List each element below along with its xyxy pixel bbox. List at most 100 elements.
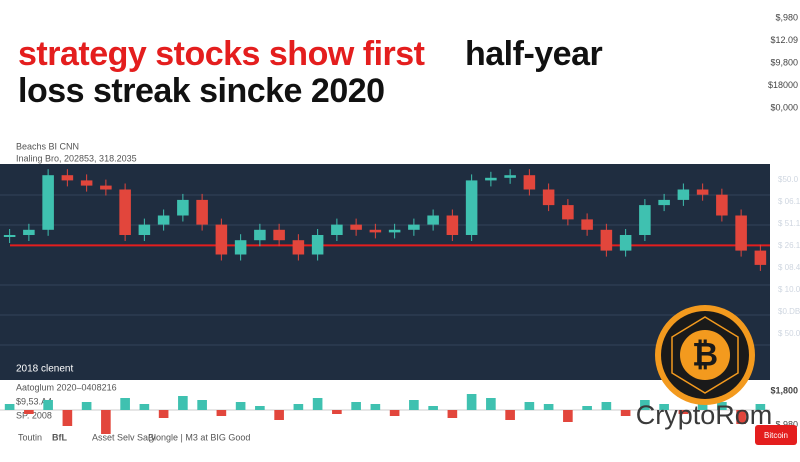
candle <box>658 199 670 206</box>
volume-bar <box>24 410 34 414</box>
volume-bar <box>428 406 438 410</box>
volume-bar <box>197 400 207 410</box>
volume-bar <box>543 404 554 410</box>
volume-bar <box>601 402 612 410</box>
panel-axis-label: $ 10.0 <box>778 285 800 294</box>
volume-label: Aatoglum 2020–0408216 <box>16 382 117 392</box>
headline-black: half-year <box>465 35 602 73</box>
volume-bar <box>466 394 477 410</box>
candle <box>177 199 189 216</box>
volume-bar <box>755 404 766 410</box>
button-label[interactable]: Bitcoin <box>764 431 788 440</box>
candle <box>42 175 54 230</box>
svg-text:₿: ₿ <box>692 336 718 372</box>
candle <box>254 229 266 241</box>
volume-bar <box>505 410 515 420</box>
volume-bar <box>139 404 150 410</box>
candle <box>234 240 247 255</box>
volume-bar <box>563 410 573 422</box>
candle <box>600 229 613 251</box>
volume-bar <box>274 410 284 420</box>
candle <box>677 189 690 200</box>
candle <box>696 189 709 195</box>
panel-footer: 2018 clenent <box>16 364 73 375</box>
axis-label: $,980 <box>775 12 798 22</box>
volume-bar <box>659 404 669 410</box>
panel-axis-label: $ 51.1 <box>778 219 800 228</box>
volume-axis-label: $1,800 <box>770 385 798 395</box>
volume-bar <box>62 410 73 426</box>
volume-bar <box>4 404 15 410</box>
volume-bar <box>293 404 304 410</box>
volume-bar <box>717 402 727 410</box>
volume-bar <box>389 410 400 416</box>
panel-label: Inaling Bro, 202853, 318.2035 <box>16 153 137 163</box>
candle <box>350 224 362 230</box>
candle <box>542 189 555 206</box>
footer-item: Toutin <box>18 432 42 442</box>
volume-bar <box>486 398 496 410</box>
candle <box>716 194 728 216</box>
candle <box>331 224 343 235</box>
volume-bar <box>370 404 381 410</box>
volume-bar <box>447 410 458 418</box>
candle <box>639 205 651 235</box>
candle <box>196 199 208 225</box>
candle <box>100 185 112 190</box>
panel-axis-label: $ 50.0 <box>778 329 800 338</box>
volume-bar <box>678 410 689 414</box>
candle <box>581 219 593 230</box>
panel-label: Beachs BI CNN <box>16 141 79 151</box>
candle <box>408 224 420 230</box>
candle <box>754 250 767 265</box>
candle <box>80 180 93 186</box>
volume-label: SP. 2008 <box>16 410 52 420</box>
footer-item: Blongle | M3 at BIG Good <box>148 432 250 442</box>
volume-bar <box>620 410 631 416</box>
bitcoin-button[interactable] <box>755 425 797 445</box>
volume-axis-label: $,980 <box>775 419 798 429</box>
volume-bar <box>235 402 246 410</box>
candle <box>427 215 439 225</box>
volume-label: $9,53.A4 <box>16 396 52 406</box>
candle <box>138 224 151 235</box>
volume-bar <box>409 400 419 410</box>
candle <box>388 229 401 233</box>
brand: CryptoRom <box>636 400 773 430</box>
volume-bar <box>101 410 111 434</box>
bitcoin-coin: ₿ <box>655 305 755 405</box>
panel-axis-label: $ 06.1 <box>778 197 800 206</box>
candle <box>619 235 632 251</box>
panel-axis-label: $0.DBL4 <box>778 307 800 316</box>
candle <box>215 224 228 255</box>
candle <box>23 229 35 235</box>
candle <box>119 189 131 235</box>
candle <box>523 175 536 190</box>
chart-panel <box>0 164 770 380</box>
candle <box>292 240 305 255</box>
volume-bar <box>736 410 746 424</box>
candle <box>562 205 574 220</box>
volume-bar <box>178 396 188 410</box>
panel-axis-label: $ 08.4 <box>778 263 800 272</box>
candle <box>311 235 324 255</box>
volume-bar <box>120 398 130 410</box>
axis-label: $9,800 <box>770 57 798 67</box>
footer-item: Asset Selv Sa(y <box>92 432 156 442</box>
candle <box>3 235 16 237</box>
candle <box>273 229 285 241</box>
volume-bar <box>216 410 227 416</box>
candle <box>446 215 459 235</box>
volume-bar <box>81 402 92 410</box>
volume-bar <box>158 410 169 418</box>
panel-axis-label: $ 26.1 <box>778 241 800 250</box>
candle <box>504 175 516 178</box>
volume-bar <box>351 402 361 410</box>
axis-label: $0,000 <box>770 102 798 112</box>
volume-bar <box>332 410 342 414</box>
headline-red: strategy stocks show first <box>18 35 425 73</box>
volume-bar <box>43 400 53 410</box>
axis-label: $18000 <box>768 80 798 90</box>
headline-line2: loss streak sincke 2020 <box>18 72 385 110</box>
